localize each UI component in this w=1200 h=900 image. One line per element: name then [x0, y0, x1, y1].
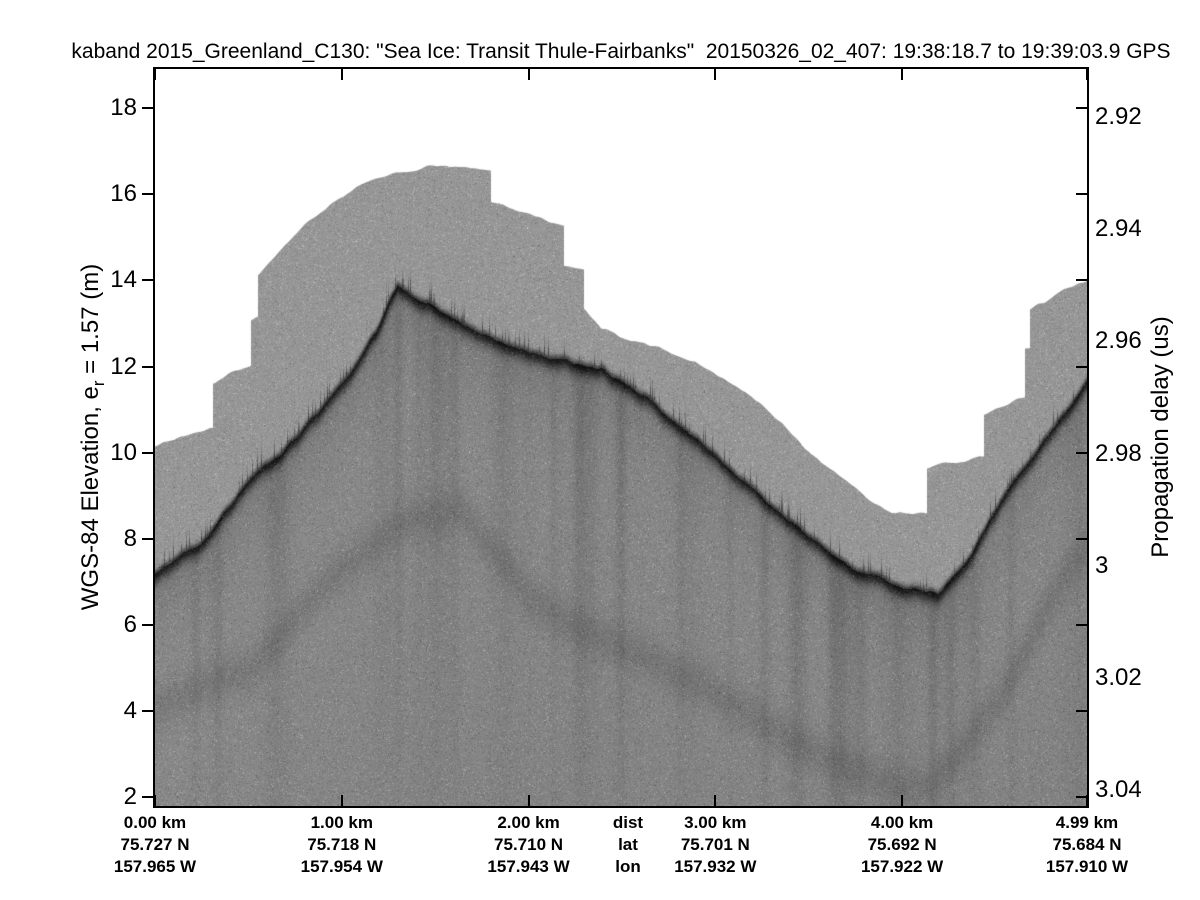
distance-tick-mark-top [154, 69, 156, 80]
distance-tick-mark-top [901, 69, 904, 80]
elevation-tick-label: 6 [123, 610, 137, 638]
elevation-tick-mark-right [1076, 710, 1087, 713]
elevation-tick-label: 4 [123, 697, 137, 725]
elevation-tick-mark-right [1076, 279, 1087, 282]
distance-tick-mark-bottom [340, 795, 343, 806]
elevation-tick-mark [142, 279, 155, 282]
delay-axis-label: Propagation delay (us) [1147, 316, 1174, 558]
distance-tick-column: 3.00 km 75.701 N 157.932 W [674, 813, 757, 876]
echogram-canvas [155, 69, 1087, 806]
delay-tick-label: 2.98 [1095, 439, 1142, 467]
elevation-tick-label: 14 [110, 266, 137, 294]
elevation-tick-mark [142, 451, 155, 454]
delay-tick-label: 3.02 [1095, 663, 1142, 691]
elevation-tick-mark [142, 710, 155, 713]
elevation-tick-mark [142, 107, 155, 110]
elevation-tick-mark-right [1076, 193, 1087, 196]
plot-frame [153, 67, 1089, 808]
distance-tick-mark-top [340, 69, 343, 80]
elevation-tick-label: 8 [123, 524, 137, 552]
elevation-tick-label: 18 [110, 94, 137, 122]
elevation-tick-label: 10 [110, 438, 137, 466]
distance-tick-column: 2.00 km 75.710 N 157.943 W [487, 813, 570, 876]
elevation-tick-mark-right [1076, 623, 1087, 626]
elevation-tick-mark [142, 537, 155, 540]
elevation-tick-label: 12 [110, 352, 137, 380]
elevation-tick-mark-right [1076, 365, 1087, 368]
elevation-tick-mark-right [1076, 451, 1087, 454]
distance-tick-column: 4.00 km 75.692 N 157.922 W [860, 813, 944, 876]
distance-tick-mark-bottom [527, 795, 530, 806]
elevation-tick-label: 16 [110, 180, 137, 208]
elevation-axis-label-pre: WGS-84 Elevation, e [77, 386, 104, 611]
distance-legend-column: dist lat lon [612, 813, 644, 876]
elevation-tick-label: 2 [123, 783, 137, 811]
plot-title: kaband 2015_Greenland_C130: "Sea Ice: Tr… [71, 40, 1171, 63]
elevation-tick-mark-right [1076, 107, 1087, 110]
distance-tick-mark-bottom [714, 795, 717, 806]
distance-tick-column: 1.00 km 75.718 N 157.954 W [300, 813, 383, 876]
distance-tick-mark-bottom [154, 795, 156, 806]
elevation-tick-mark-right [1076, 537, 1087, 540]
distance-tick-mark-bottom [1086, 795, 1088, 806]
delay-tick-label: 2.94 [1095, 215, 1142, 243]
distance-tick-mark-top [714, 69, 717, 80]
distance-tick-column: 0.00 km 75.727 N 157.965 W [113, 813, 197, 876]
elevation-axis-label-sub: r [88, 380, 108, 387]
delay-tick-label: 3 [1095, 551, 1109, 579]
distance-tick-mark-top [1086, 69, 1088, 80]
distance-tick-column: 4.99 km 75.684 N 157.910 W [1045, 813, 1129, 876]
distance-tick-mark-bottom [901, 795, 904, 806]
elevation-tick-mark [142, 796, 155, 799]
elevation-tick-mark [142, 365, 155, 368]
elevation-tick-mark-right [1076, 796, 1087, 799]
delay-tick-label: 2.96 [1095, 327, 1142, 355]
distance-tick-mark-top [527, 69, 530, 80]
delay-tick-label: 2.92 [1095, 103, 1142, 130]
elevation-tick-mark [142, 623, 155, 626]
delay-tick-label: 3.04 [1095, 776, 1142, 804]
elevation-tick-mark [142, 193, 155, 196]
